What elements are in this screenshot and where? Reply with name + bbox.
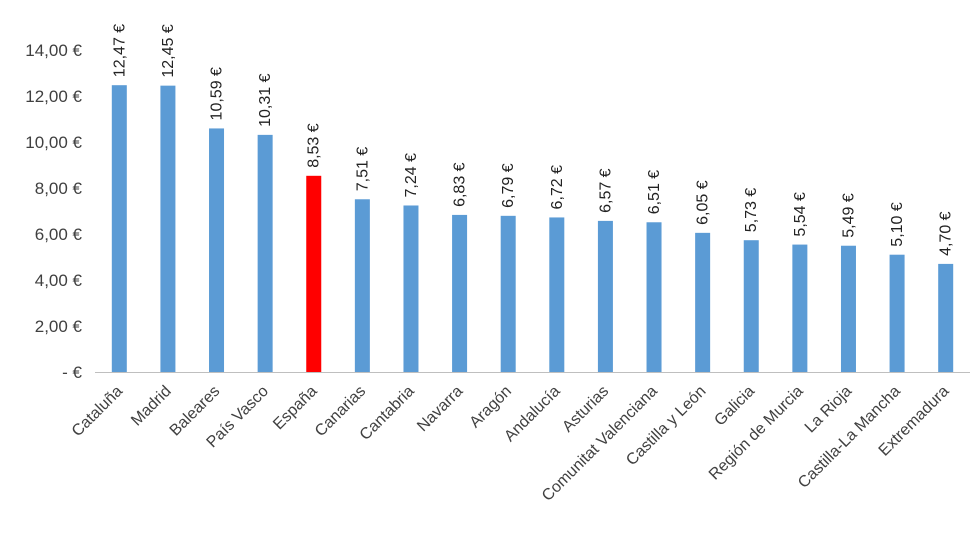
bar — [209, 128, 225, 372]
bar — [500, 215, 516, 372]
category-label: Navarra — [414, 383, 466, 435]
data-label: 5,73 € — [743, 188, 760, 233]
y-tick-label: 6,00 € — [35, 225, 83, 244]
data-label: 6,51 € — [646, 170, 663, 215]
data-label: 10,59 € — [209, 67, 226, 120]
category-label: Galicia — [711, 383, 758, 430]
bar — [889, 254, 905, 372]
data-label: 10,31 € — [257, 73, 274, 126]
bar — [646, 222, 662, 372]
bar — [840, 245, 856, 372]
bar — [403, 205, 419, 372]
bar — [160, 85, 176, 373]
data-label: 5,10 € — [889, 202, 906, 247]
data-label: 6,57 € — [597, 168, 614, 213]
data-label: 12,47 € — [111, 24, 128, 77]
y-axis-tick-labels: - € 2,00 € 4,00 € 6,00 € 8,00 € 10,00 € 12,00 … — [25, 41, 82, 382]
data-label: 6,79 € — [500, 163, 517, 208]
category-label: Región de Murcia — [706, 383, 807, 484]
category-label: Cataluña — [69, 383, 126, 440]
data-label: 12,45 € — [160, 24, 177, 77]
bar — [306, 175, 322, 372]
bar — [257, 134, 273, 372]
category-label: Aragón — [467, 383, 516, 432]
bar — [549, 217, 565, 372]
data-label: 5,54 € — [792, 192, 809, 237]
data-label: 7,51 € — [354, 147, 371, 192]
y-tick-label: 10,00 € — [25, 133, 82, 152]
data-label: 8,53 € — [306, 123, 323, 168]
y-tick-label: 12,00 € — [25, 87, 82, 106]
y-tick-label: - € — [62, 363, 82, 382]
bar — [354, 199, 370, 372]
bars-group — [111, 85, 954, 373]
bar — [111, 85, 127, 372]
bar — [452, 214, 468, 372]
bar — [695, 232, 711, 372]
bar — [938, 263, 954, 372]
data-label: 6,05 € — [695, 180, 712, 225]
y-tick-label: 8,00 € — [35, 179, 83, 198]
data-labels-group: 12,47 € 12,45 € 10,59 € 10,31 € 8,53 € 7,51 €… — [111, 24, 954, 256]
y-tick-label: 14,00 € — [25, 41, 82, 60]
data-label: 6,72 € — [549, 165, 566, 210]
bar — [743, 240, 759, 372]
data-label: 7,24 € — [403, 153, 420, 198]
category-label: Madrid — [128, 383, 175, 430]
bar — [792, 244, 808, 372]
data-label: 4,70 € — [938, 211, 955, 256]
y-tick-label: 4,00 € — [35, 271, 83, 290]
data-label: 5,49 € — [840, 193, 857, 238]
data-label: 6,83 € — [452, 162, 469, 207]
y-tick-label: 2,00 € — [35, 317, 83, 336]
bar — [597, 220, 613, 372]
